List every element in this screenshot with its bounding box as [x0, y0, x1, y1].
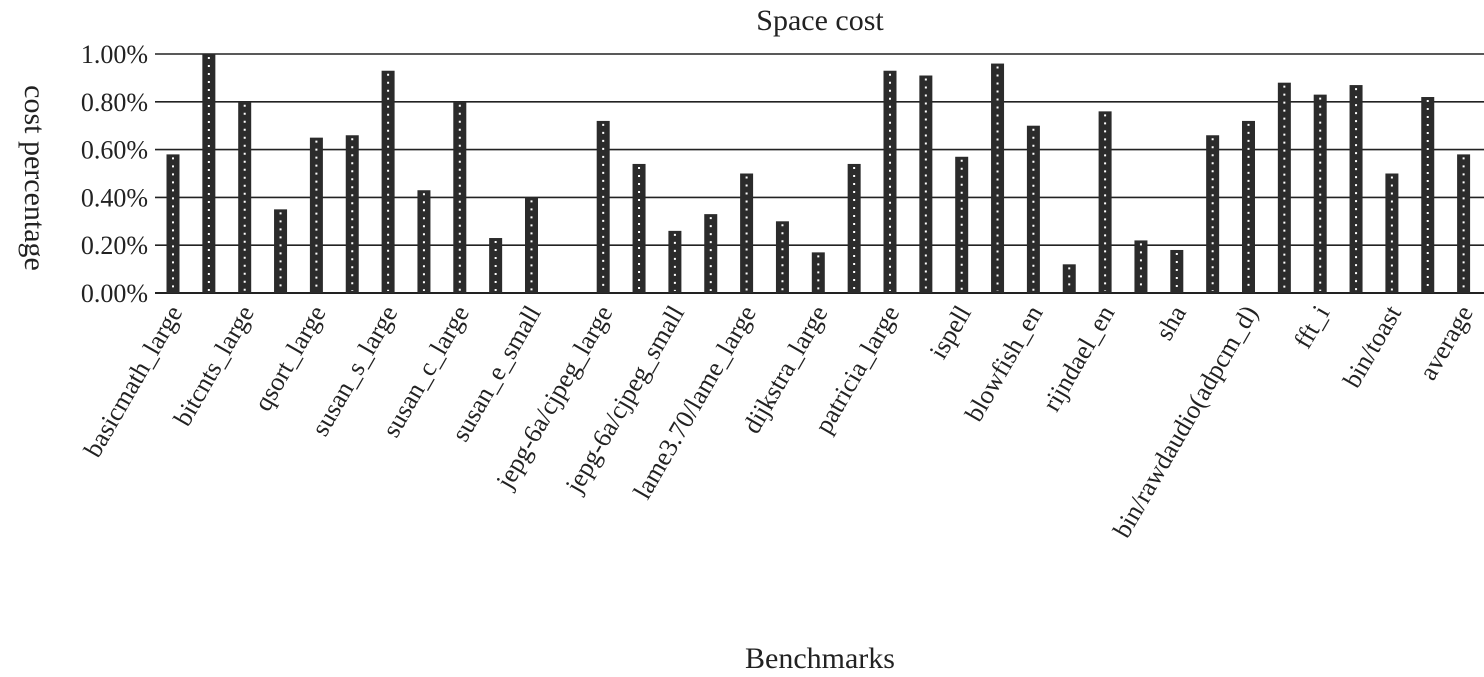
x-tick-label: ispell — [924, 300, 977, 363]
bar — [632, 163, 646, 293]
bar — [1134, 240, 1148, 293]
bar — [274, 209, 288, 293]
bar — [847, 163, 861, 293]
bar — [309, 137, 323, 293]
bar — [704, 214, 718, 293]
bar — [238, 101, 252, 293]
x-tick-label: bin/toast — [1337, 300, 1407, 393]
bar — [525, 197, 538, 293]
bar — [1421, 97, 1435, 294]
x-tick-label: fft_i — [1288, 301, 1335, 354]
bar — [1277, 82, 1291, 294]
x-tick-label: rijndael_en — [1037, 301, 1121, 417]
bar — [991, 63, 1005, 294]
bar — [381, 70, 395, 293]
bar — [345, 135, 359, 293]
y-tick-label: 0.80% — [81, 88, 148, 117]
y-tick-label: 0.20% — [81, 231, 148, 260]
x-tick-label: bin/rawdaudio(adpcm_d) — [1107, 301, 1264, 543]
bar — [166, 154, 180, 293]
bar — [883, 70, 897, 293]
x-tick-label: basicmath_large — [78, 301, 188, 463]
bar — [1457, 154, 1471, 293]
gridlines — [155, 53, 1484, 294]
chart-title: Space cost — [756, 4, 884, 37]
x-axis-label: Benchmarks — [745, 642, 895, 675]
y-tick-label: 0.00% — [81, 279, 148, 308]
bar — [1062, 264, 1076, 293]
y-axis-label: cost percentage — [18, 85, 51, 271]
x-tick-label: sha — [1150, 300, 1193, 345]
x-tick-label: average — [1413, 301, 1479, 385]
y-tick-label: 0.60% — [81, 136, 148, 165]
x-tick-label: qsort_large — [248, 301, 331, 416]
bar — [202, 54, 216, 293]
bar — [1170, 249, 1184, 293]
bar — [1242, 120, 1255, 293]
bar — [596, 120, 610, 293]
bar — [1349, 85, 1363, 293]
y-tick-label: 0.40% — [81, 183, 148, 212]
bar — [668, 230, 682, 293]
bars — [166, 54, 1471, 294]
y-tick-labels: 0.00% 0.20% 0.40% 0.60% 0.80% 1.00% — [81, 40, 148, 308]
bar — [1206, 135, 1220, 293]
x-tick-labels: basicmath_largebitcnts_largeqsort_larges… — [78, 300, 1479, 543]
y-tick-label: 1.00% — [81, 40, 148, 69]
bar — [1098, 111, 1112, 293]
bar — [453, 101, 467, 293]
